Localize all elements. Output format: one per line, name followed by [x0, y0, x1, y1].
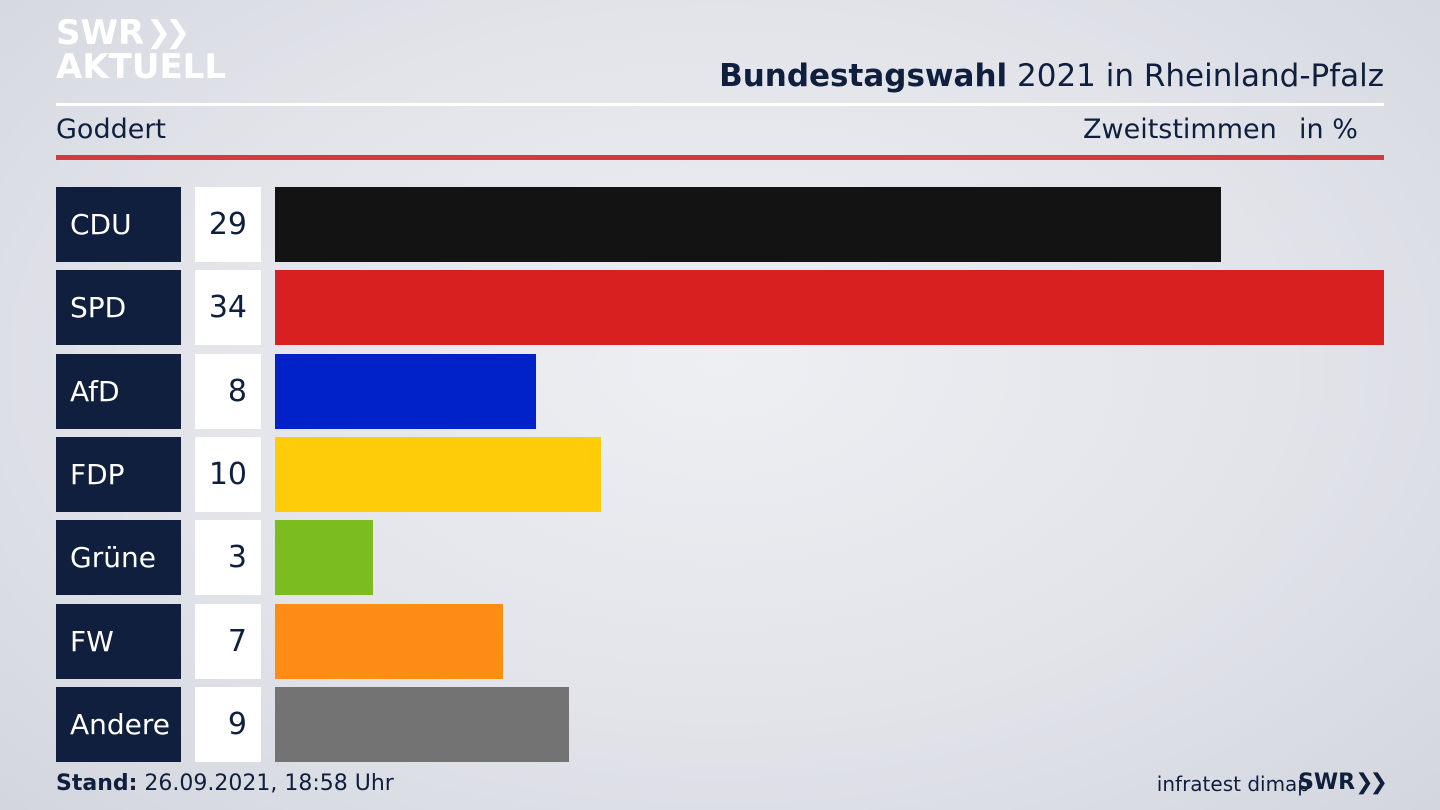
unit-label: in %: [1299, 114, 1358, 145]
footer-logo-text: SWR: [1298, 770, 1356, 795]
swr-aktuell-logo: SWR ❯❯ AKTUELL: [56, 13, 227, 87]
party-label-0: CDU: [56, 187, 181, 262]
title-bold: Bundestagswahl: [719, 58, 1008, 94]
value-label-3: 10: [195, 437, 261, 512]
party-label-5: FW: [56, 604, 181, 679]
value-label-5: 7: [195, 604, 261, 679]
vote-type-label: Zweitstimmen: [1083, 114, 1277, 145]
value-label-4: 3: [195, 520, 261, 595]
logo-aktuell-text: AKTUELL: [56, 47, 227, 87]
double-chevron-right-icon: ❯❯: [1355, 770, 1388, 795]
bar-1: [275, 270, 1384, 345]
value-label-1: 34: [195, 270, 261, 345]
bar-6: [275, 687, 569, 762]
value-label-2: 8: [195, 354, 261, 429]
party-label-3: FDP: [56, 437, 181, 512]
bar-2: [275, 354, 536, 429]
stand-value: 26.09.2021, 18:58 Uhr: [137, 771, 394, 796]
value-label-0: 29: [195, 187, 261, 262]
party-label-1: SPD: [56, 270, 181, 345]
value-label-6: 9: [195, 687, 261, 762]
bar-5: [275, 604, 503, 679]
stand-label: Stand:: [56, 771, 138, 796]
region-label: Goddert: [56, 114, 167, 145]
double-chevron-right-icon: ❯❯: [146, 15, 190, 50]
bar-4: [275, 520, 373, 595]
swr-footer-logo: SWR❯❯: [1298, 770, 1388, 795]
bar-0: [275, 187, 1221, 262]
page-title: Bundestagswahl 2021 in Rheinland-Pfalz: [719, 58, 1384, 94]
party-label-4: Grüne: [56, 520, 181, 595]
title-rest: 2021 in Rheinland-Pfalz: [1007, 58, 1384, 94]
source-label: infratest dimap: [1156, 772, 1310, 796]
header-divider: [56, 103, 1384, 106]
party-label-6: Andere: [56, 687, 181, 762]
accent-divider: [56, 155, 1384, 160]
timestamp: Stand: 26.09.2021, 18:58 Uhr: [56, 771, 394, 796]
bar-3: [275, 437, 601, 512]
logo-swr-text: SWR: [56, 13, 145, 53]
party-label-2: AfD: [56, 354, 181, 429]
